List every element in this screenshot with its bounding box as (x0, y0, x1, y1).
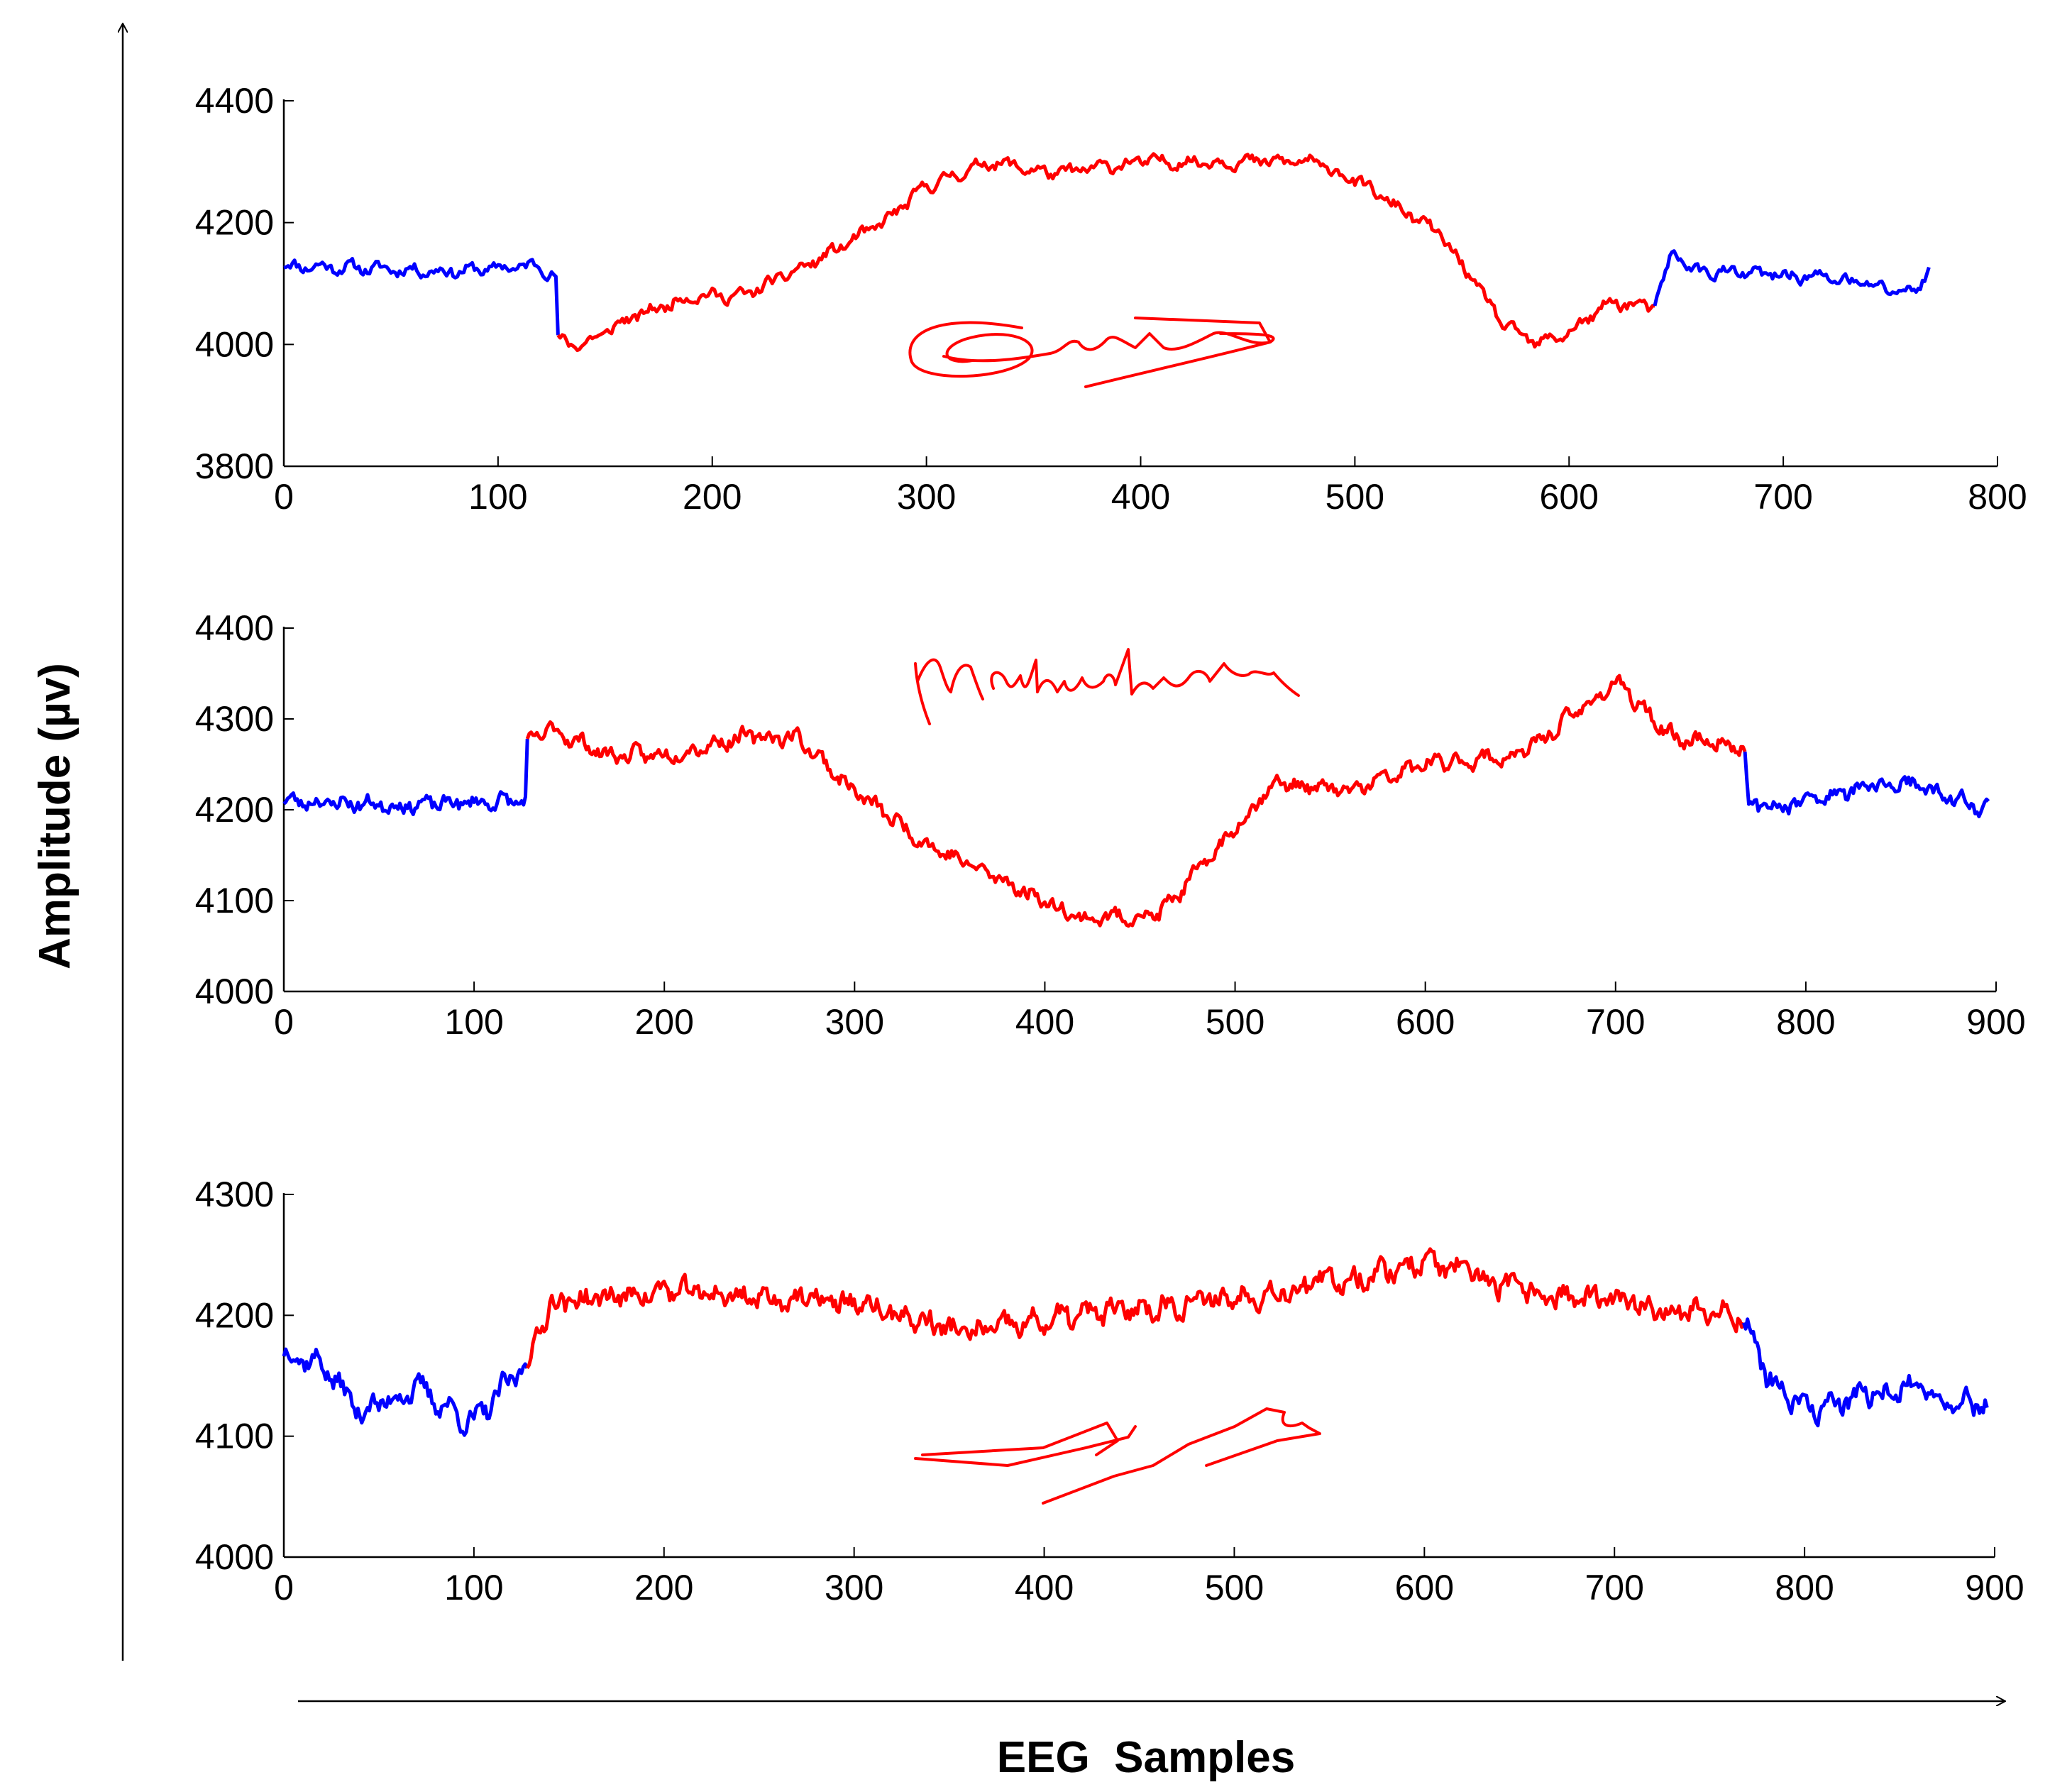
baseline-before-series (283, 257, 560, 336)
signature-series (556, 152, 1655, 353)
signature-series (525, 674, 1747, 928)
baseline-after-series (1743, 752, 1990, 818)
x-tick-label: 600 (1395, 1568, 1454, 1607)
panel-gautam-axes: 0 100 200 300 400 500 600 700 800 3800 4000 4200 440… (195, 81, 2027, 517)
signature-gautam-image (908, 317, 1275, 388)
y-tick-label: 4300 (195, 699, 274, 739)
x-tick-label: 300 (825, 1002, 884, 1042)
panel-mahendra: 0 100 200 300 400 500 600 700 800 900 4000 4100 4200… (195, 608, 2026, 1042)
baseline-before-series (282, 739, 529, 816)
panel-vishal: 0 100 200 300 400 500 600 700 800 900 4000 4100 4200… (195, 1175, 2024, 1607)
panel-gautam-series (283, 152, 1931, 353)
y-tick-label: 4400 (195, 81, 274, 121)
x-tick-label: 100 (444, 1568, 503, 1607)
baseline-before-series (282, 1347, 529, 1437)
y-tick-label: 4200 (195, 203, 274, 243)
y-axis-title: Amplitude (µv) (31, 663, 79, 969)
y-tick-label: 4400 (195, 608, 274, 648)
panel-vishal-series (282, 1247, 1989, 1437)
y-tick-label: 4100 (195, 881, 274, 920)
x-tick-label: 100 (468, 477, 527, 517)
x-axis-title: EEG Samples (997, 1733, 1295, 1782)
y-tick-label: 4300 (195, 1175, 274, 1214)
y-tick-label: 4000 (195, 1537, 274, 1577)
x-tick-label: 400 (1015, 1002, 1074, 1042)
x-tick-label: 0 (274, 477, 294, 517)
x-tick-label: 200 (635, 1002, 694, 1042)
panel-gautam: 0 100 200 300 400 500 600 700 800 3800 4000 4200 440… (195, 81, 2027, 517)
y-tick-label: 4200 (195, 790, 274, 830)
x-tick-label: 0 (274, 1568, 294, 1607)
panel-mahendra-series (282, 674, 1990, 928)
x-tick-label: 800 (1968, 477, 2027, 517)
y-tick-label: 4000 (195, 972, 274, 1011)
x-tick-label: 200 (634, 1568, 693, 1607)
signature-vishal-image (914, 1407, 1321, 1505)
x-tick-label: 900 (1965, 1568, 2024, 1607)
x-tick-label: 500 (1206, 1002, 1264, 1042)
x-tick-label: 700 (1585, 1568, 1644, 1607)
x-tick-label: 600 (1396, 1002, 1455, 1042)
x-tick-label: 200 (683, 477, 742, 517)
x-tick-label: 100 (444, 1002, 503, 1042)
panel-vishal-axes: 0 100 200 300 400 500 600 700 800 900 4000 4100 4200… (195, 1175, 2024, 1607)
x-tick-label: 700 (1753, 477, 1812, 517)
y-tick-label: 4000 (195, 324, 274, 364)
x-tick-label: 800 (1775, 1568, 1834, 1607)
x-tick-label: 500 (1326, 477, 1384, 517)
y-tick-label: 4100 (195, 1417, 274, 1456)
x-tick-label: 600 (1540, 477, 1599, 517)
baseline-after-series (1653, 249, 1931, 307)
y-tick-label: 3800 (195, 446, 274, 486)
x-tick-label: 400 (1015, 1568, 1074, 1607)
signature-series (525, 1247, 1746, 1370)
panel-mahendra-axes: 0 100 200 300 400 500 600 700 800 900 4000 4100 4200… (195, 608, 2026, 1042)
y-tick-label: 4200 (195, 1295, 274, 1335)
signature-mahendra-image (914, 648, 1300, 725)
x-tick-label: 900 (1966, 1002, 2025, 1042)
x-tick-label: 0 (274, 1002, 294, 1042)
x-tick-label: 300 (897, 477, 956, 517)
x-tick-label: 300 (825, 1568, 883, 1607)
x-tick-label: 800 (1776, 1002, 1835, 1042)
x-tick-label: 400 (1111, 477, 1170, 517)
x-tick-label: 700 (1586, 1002, 1645, 1042)
baseline-after-series (1742, 1317, 1989, 1428)
x-tick-label: 500 (1205, 1568, 1264, 1607)
